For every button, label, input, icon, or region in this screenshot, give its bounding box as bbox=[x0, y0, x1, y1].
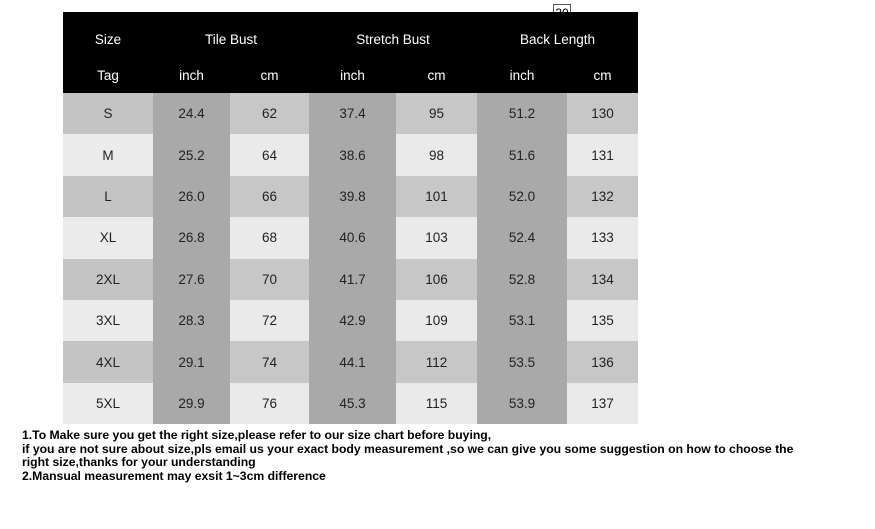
cell-stretch-inch: 44.1 bbox=[309, 341, 396, 383]
cell-tile-inch: 28.3 bbox=[153, 300, 230, 342]
unit-stretch-inch: inch bbox=[340, 68, 365, 83]
cell-back-cm: 135 bbox=[567, 300, 638, 342]
cell-tile-inch: 29.1 bbox=[153, 341, 230, 383]
unit-back-inch: inch bbox=[509, 68, 535, 83]
table-row: 2XL 27.6 70 41.7 106 52.8 134 bbox=[63, 258, 638, 300]
header-size: Size bbox=[94, 31, 122, 47]
cell-back-cm: 132 bbox=[567, 175, 638, 218]
cell-stretch-inch: 40.6 bbox=[309, 217, 396, 259]
cell-stretch-inch: 38.6 bbox=[309, 134, 396, 176]
table-row: M 25.2 64 38.6 98 51.6 131 bbox=[63, 134, 638, 176]
table-row: 3XL 28.3 72 42.9 109 53.1 135 bbox=[63, 300, 638, 342]
cell-tile-cm: 72 bbox=[230, 300, 309, 342]
cell-tile-inch: 24.4 bbox=[153, 93, 230, 135]
cell-size-tag: 2XL bbox=[63, 258, 153, 300]
unit-stretch-cm: cm bbox=[427, 68, 446, 83]
cell-back-inch: 52.0 bbox=[477, 175, 567, 218]
cell-tile-inch: 27.6 bbox=[153, 258, 230, 300]
table-row: XL 26.8 68 40.6 103 52.4 133 bbox=[63, 217, 638, 259]
cell-back-inch: 53.1 bbox=[477, 300, 567, 342]
cell-stretch-cm: 115 bbox=[396, 382, 477, 425]
cell-stretch-inch: 41.7 bbox=[309, 258, 396, 300]
unit-back-cm: cm bbox=[593, 68, 612, 83]
cell-tile-cm: 76 bbox=[230, 382, 309, 425]
size-notes: 1.To Make sure you get the right size,pl… bbox=[22, 428, 862, 483]
cell-back-inch: 53.9 bbox=[477, 382, 567, 425]
table-row: L 26.0 66 39.8 101 52.0 132 bbox=[63, 175, 638, 218]
cell-size-tag: L bbox=[63, 175, 153, 218]
cell-stretch-inch: 39.8 bbox=[309, 175, 396, 218]
cell-tile-inch: 26.8 bbox=[153, 217, 230, 259]
cell-back-inch: 51.2 bbox=[477, 93, 567, 135]
cell-back-inch: 52.4 bbox=[477, 217, 567, 259]
cell-tile-inch: 26.0 bbox=[153, 175, 230, 218]
cell-back-cm: 136 bbox=[567, 341, 638, 383]
header-group-row: Size Tile Bust Stretch Bust Back Length bbox=[63, 12, 638, 60]
cell-size-tag: S bbox=[63, 93, 153, 135]
table-row: 4XL 29.1 74 44.1 112 53.5 136 bbox=[63, 341, 638, 383]
cell-stretch-inch: 45.3 bbox=[309, 382, 396, 425]
cell-back-cm: 134 bbox=[567, 258, 638, 300]
cell-size-tag: 3XL bbox=[63, 300, 153, 342]
cell-tile-cm: 64 bbox=[230, 134, 309, 176]
unit-tag: Tag bbox=[97, 68, 119, 83]
unit-tile-inch: inch bbox=[179, 68, 204, 83]
cell-back-inch: 53.5 bbox=[477, 341, 567, 383]
cell-tile-cm: 66 bbox=[230, 175, 309, 218]
cell-tile-cm: 70 bbox=[230, 258, 309, 300]
cell-size-tag: 4XL bbox=[63, 341, 153, 383]
cell-tile-inch: 25.2 bbox=[153, 134, 230, 176]
cell-back-cm: 131 bbox=[567, 134, 638, 176]
header-stretch-bust: Stretch Bust bbox=[356, 31, 430, 47]
cell-stretch-cm: 106 bbox=[396, 258, 477, 300]
cell-size-tag: M bbox=[63, 134, 153, 176]
header-tile-bust: Tile Bust bbox=[204, 31, 258, 47]
cell-stretch-cm: 112 bbox=[396, 341, 477, 383]
cell-back-inch: 51.6 bbox=[477, 134, 567, 176]
cell-tile-cm: 62 bbox=[230, 93, 309, 135]
cell-stretch-cm: 101 bbox=[396, 175, 477, 218]
note-line: 1.To Make sure you get the right size,pl… bbox=[22, 428, 492, 442]
table-row: 5XL 29.9 76 45.3 115 53.9 137 bbox=[63, 382, 638, 425]
header-unit-row: Tag inch cm inch cm inch cm bbox=[63, 60, 638, 93]
cell-back-inch: 52.8 bbox=[477, 258, 567, 300]
cell-stretch-cm: 95 bbox=[396, 93, 477, 135]
size-chart-table: Size Tile Bust Stretch Bust Back Length … bbox=[63, 12, 638, 425]
cell-back-cm: 137 bbox=[567, 382, 638, 425]
cell-stretch-cm: 109 bbox=[396, 300, 477, 342]
note-line: if you are not sure about size,pls email… bbox=[22, 441, 794, 456]
cell-back-cm: 133 bbox=[567, 217, 638, 259]
header-back-length: Back Length bbox=[519, 31, 596, 47]
note-line: right size,thanks for your understanding bbox=[22, 455, 256, 470]
cell-tile-inch: 29.9 bbox=[153, 382, 230, 425]
cell-size-tag: 5XL bbox=[63, 382, 153, 425]
cell-stretch-inch: 37.4 bbox=[309, 93, 396, 135]
table-row: S 24.4 62 37.4 95 51.2 130 bbox=[63, 93, 638, 135]
cell-stretch-cm: 103 bbox=[396, 217, 477, 259]
note-line: 2.Mansual measurement may exsit 1~3cm di… bbox=[22, 468, 326, 483]
cell-back-cm: 130 bbox=[567, 93, 638, 135]
cell-stretch-cm: 98 bbox=[396, 134, 477, 176]
unit-tile-cm: cm bbox=[260, 68, 279, 83]
cell-size-tag: XL bbox=[63, 217, 153, 259]
cell-stretch-inch: 42.9 bbox=[309, 300, 396, 342]
cell-tile-cm: 68 bbox=[230, 217, 309, 259]
cell-tile-cm: 74 bbox=[230, 341, 309, 383]
